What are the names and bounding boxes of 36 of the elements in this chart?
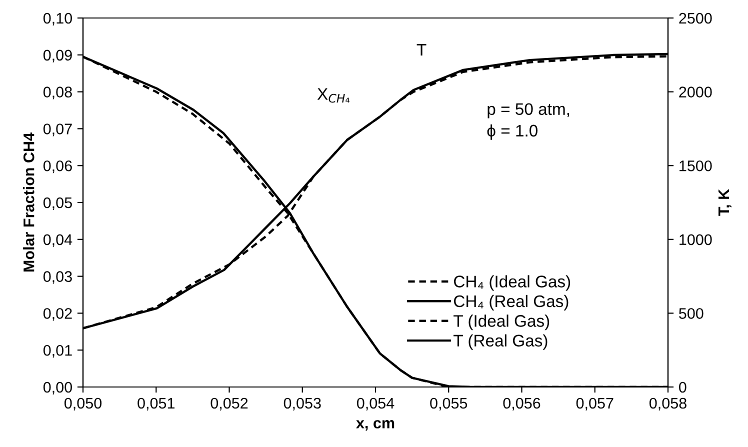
y-tick-label: 0,04 xyxy=(43,234,72,247)
y-tick-label: 0,10 xyxy=(43,12,72,26)
y-tick-label: 0,02 xyxy=(43,308,72,321)
x-tick-label: 0,055 xyxy=(430,398,468,410)
annotation: p = 50 atm, ϕ = 1.0 xyxy=(487,103,569,140)
x-tick-label: 0,052 xyxy=(210,398,248,410)
annotation: T xyxy=(416,44,426,56)
y2-axis-title: T, K xyxy=(718,189,732,216)
y2-tick-label: 2500 xyxy=(679,12,712,24)
legend-label: T (Ideal Gas) xyxy=(454,314,550,330)
x-tick-label: 0,050 xyxy=(64,398,102,410)
x-axis-title: x, cm xyxy=(356,420,394,431)
y-tick-label: 0,06 xyxy=(43,160,72,174)
y2-tick-label: 500 xyxy=(679,308,704,319)
y-tick-label: 0,01 xyxy=(43,344,72,358)
x-tick-label: 0,056 xyxy=(503,398,540,410)
y2-tick-label: 1000 xyxy=(680,234,712,246)
x-tick-label: 0,057 xyxy=(576,398,614,410)
y-tick-label: 0,09 xyxy=(43,50,72,62)
y-tick-label: 0,00 xyxy=(43,382,72,394)
y2-tick-label: 2000 xyxy=(679,86,712,98)
annotation: X$_{CH₄}$ xyxy=(317,88,350,103)
y-tick-label: 0,08 xyxy=(43,86,72,100)
x-tick-label: 0,051 xyxy=(138,398,174,410)
y-axis-title: Molar Fraction CH4 xyxy=(23,132,34,272)
legend-label: T (Real Gas) xyxy=(454,334,548,350)
legend-label: CH₄ (Ideal Gas) xyxy=(454,275,570,291)
y-tick-label: 0,07 xyxy=(43,124,72,136)
y-tick-label: 0,05 xyxy=(43,197,72,210)
x-tick-label: 0,053 xyxy=(284,398,321,410)
legend-label: CH₄ (Real Gas) xyxy=(454,294,568,310)
x-tick-label: 0,058 xyxy=(649,398,686,410)
y2-tick-label: 1500 xyxy=(680,160,712,172)
y-tick-label: 0,03 xyxy=(43,271,72,284)
y2-tick-label: 0 xyxy=(679,382,686,393)
x-tick-label: 0,054 xyxy=(356,398,394,410)
